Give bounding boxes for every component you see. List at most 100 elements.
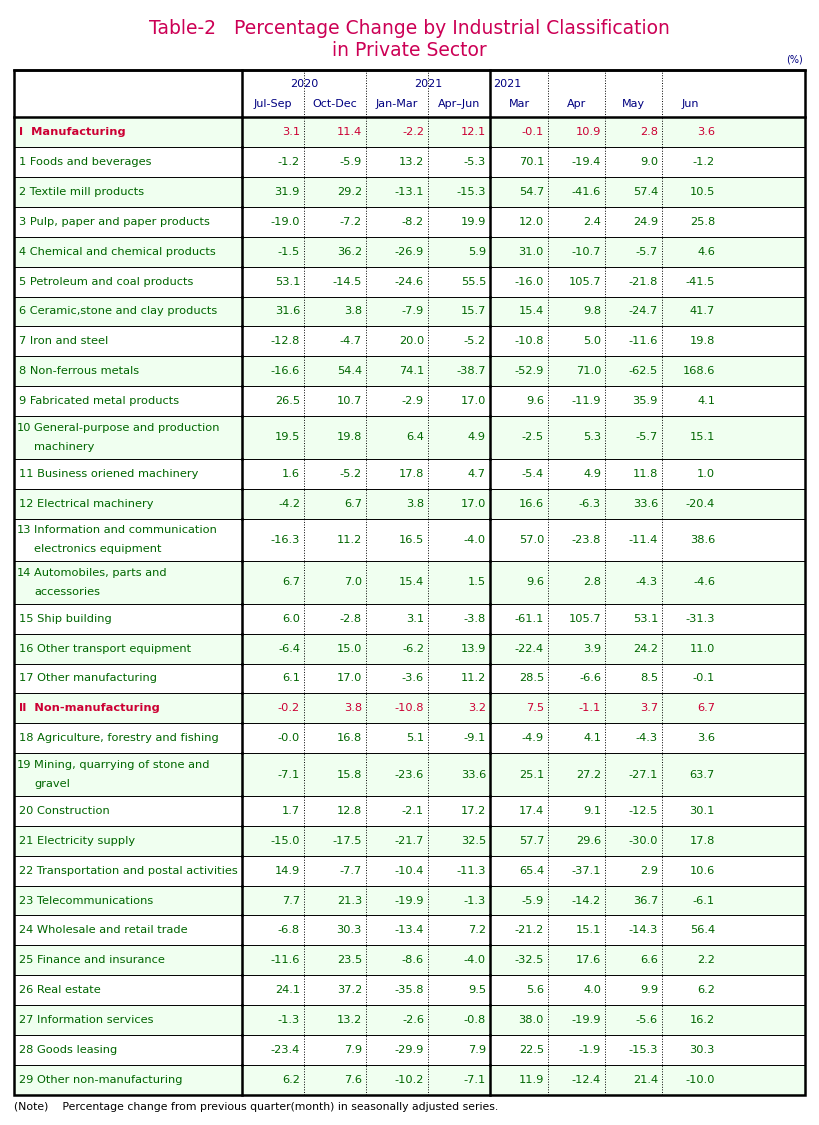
Text: 13.2: 13.2 <box>399 156 424 166</box>
Text: -9.1: -9.1 <box>464 734 486 744</box>
Text: 19.5: 19.5 <box>274 432 300 442</box>
Text: 38.0: 38.0 <box>518 1015 544 1025</box>
Text: -21.2: -21.2 <box>515 926 544 936</box>
Text: -0.0: -0.0 <box>278 734 300 744</box>
Text: Jan-Mar: Jan-Mar <box>376 99 419 109</box>
Text: 74.1: 74.1 <box>399 367 424 376</box>
Text: -10.8: -10.8 <box>514 336 544 346</box>
Text: -27.1: -27.1 <box>629 770 658 780</box>
Text: 3.1: 3.1 <box>282 127 300 137</box>
Text: 11 Business oriened machinery: 11 Business oriened machinery <box>19 469 198 479</box>
Text: 3.2: 3.2 <box>468 703 486 713</box>
Bar <box>14 70 805 117</box>
Bar <box>14 885 805 916</box>
Text: -41.6: -41.6 <box>572 187 601 197</box>
Text: 15.4: 15.4 <box>399 577 424 587</box>
Bar <box>14 459 805 488</box>
Text: 29.2: 29.2 <box>337 187 362 197</box>
Bar <box>14 326 805 357</box>
Text: Oct-Dec: Oct-Dec <box>313 99 357 109</box>
Text: 35.9: 35.9 <box>632 396 658 406</box>
Text: 5.0: 5.0 <box>583 336 601 346</box>
Text: -21.8: -21.8 <box>629 277 658 287</box>
Text: 63.7: 63.7 <box>690 770 715 780</box>
Text: -8.2: -8.2 <box>402 217 424 227</box>
Text: Ⅱ  Non-manufacturing: Ⅱ Non-manufacturing <box>19 703 160 713</box>
Text: 19.8: 19.8 <box>690 336 715 346</box>
Text: 16.6: 16.6 <box>519 498 544 508</box>
Text: 24.1: 24.1 <box>275 986 300 996</box>
Text: -3.8: -3.8 <box>464 613 486 623</box>
Bar <box>14 177 805 207</box>
Text: Mar: Mar <box>509 99 530 109</box>
Text: 7.9: 7.9 <box>344 1045 362 1055</box>
Bar <box>14 693 805 723</box>
Text: -6.6: -6.6 <box>579 674 601 684</box>
Text: Mining, quarrying of stone and: Mining, quarrying of stone and <box>34 760 210 771</box>
Text: 11.2: 11.2 <box>337 534 362 544</box>
Text: 16.5: 16.5 <box>399 534 424 544</box>
Bar <box>14 664 805 693</box>
Text: 8.5: 8.5 <box>640 674 658 684</box>
Text: -5.9: -5.9 <box>340 156 362 166</box>
Text: 10.7: 10.7 <box>337 396 362 406</box>
Text: 17.0: 17.0 <box>337 674 362 684</box>
Text: -11.6: -11.6 <box>270 955 300 965</box>
Text: 6.7: 6.7 <box>344 498 362 508</box>
Text: 4.0: 4.0 <box>583 986 601 996</box>
Text: -23.8: -23.8 <box>572 534 601 544</box>
Text: 21.4: 21.4 <box>633 1076 658 1084</box>
Text: gravel: gravel <box>34 778 70 789</box>
Text: 4.1: 4.1 <box>583 734 601 744</box>
Text: 7.6: 7.6 <box>344 1076 362 1084</box>
Text: -14.2: -14.2 <box>572 896 601 906</box>
Text: -5.7: -5.7 <box>636 432 658 442</box>
Text: 36.7: 36.7 <box>633 896 658 906</box>
Text: 19: 19 <box>17 760 31 771</box>
Text: 16 Other transport equipment: 16 Other transport equipment <box>19 644 191 654</box>
Bar <box>14 207 805 236</box>
Text: -24.6: -24.6 <box>395 277 424 287</box>
Text: 30.1: 30.1 <box>690 806 715 816</box>
Text: 57.4: 57.4 <box>633 187 658 197</box>
Text: machinery: machinery <box>34 442 94 452</box>
Text: 21 Electricity supply: 21 Electricity supply <box>19 836 135 846</box>
Text: 20 Construction: 20 Construction <box>19 806 110 816</box>
Text: -6.1: -6.1 <box>693 896 715 906</box>
Text: -23.6: -23.6 <box>395 770 424 780</box>
Bar <box>14 916 805 945</box>
Text: 9.8: 9.8 <box>583 306 601 316</box>
Text: -14.3: -14.3 <box>629 926 658 936</box>
Text: 7.2: 7.2 <box>468 926 486 936</box>
Text: 9.6: 9.6 <box>526 396 544 406</box>
Text: 10.9: 10.9 <box>576 127 601 137</box>
Text: 7.7: 7.7 <box>282 896 300 906</box>
Text: -31.3: -31.3 <box>686 613 715 623</box>
Text: 37.2: 37.2 <box>337 986 362 996</box>
Text: 21.3: 21.3 <box>337 896 362 906</box>
Text: -1.3: -1.3 <box>464 896 486 906</box>
Text: (Note)    Percentage change from previous quarter(month) in seasonally adjusted : (Note) Percentage change from previous q… <box>14 1102 498 1112</box>
Text: 5.6: 5.6 <box>526 986 544 996</box>
Text: 54.4: 54.4 <box>337 367 362 376</box>
Text: -15.3: -15.3 <box>456 187 486 197</box>
Text: 7.5: 7.5 <box>526 703 544 713</box>
Text: -11.4: -11.4 <box>629 534 658 544</box>
Text: accessories: accessories <box>34 587 100 596</box>
Text: 10: 10 <box>17 423 31 433</box>
Text: 9.6: 9.6 <box>526 577 544 587</box>
Bar <box>14 1065 805 1095</box>
Text: 53.1: 53.1 <box>274 277 300 287</box>
Text: 12.8: 12.8 <box>337 806 362 816</box>
Text: -29.9: -29.9 <box>395 1045 424 1055</box>
Text: -32.5: -32.5 <box>514 955 544 965</box>
Text: 17.8: 17.8 <box>399 469 424 479</box>
Text: 15.0: 15.0 <box>337 644 362 654</box>
Text: -14.5: -14.5 <box>333 277 362 287</box>
Text: -37.1: -37.1 <box>572 865 601 875</box>
Text: 5.1: 5.1 <box>406 734 424 744</box>
Text: 1.0: 1.0 <box>697 469 715 479</box>
Text: -35.8: -35.8 <box>395 986 424 996</box>
Text: 70.1: 70.1 <box>518 156 544 166</box>
Text: 9 Fabricated metal products: 9 Fabricated metal products <box>19 396 179 406</box>
